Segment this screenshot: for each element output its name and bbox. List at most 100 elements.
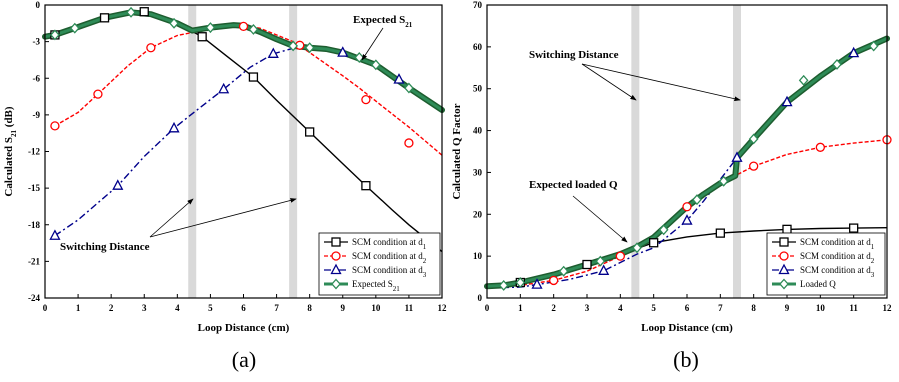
x-axis-title: Loop Distance (cm) (641, 322, 733, 334)
expected-label-main: Expected S (353, 14, 405, 26)
series-1-point (50, 121, 60, 131)
legend-label-text: SCM condition at d (352, 251, 423, 261)
y-tick-label: -21 (28, 256, 40, 266)
legend-marker-3 (331, 278, 341, 290)
y-tick-label: 0 (36, 0, 41, 10)
series-0-point (649, 238, 659, 248)
switching-distance-label: Switching Distance (529, 49, 619, 61)
x-tick-label: 7 (274, 303, 279, 313)
x-tick-label: 9 (341, 303, 346, 313)
expected-label: Expected S21 (353, 14, 413, 29)
series-1-point (615, 251, 625, 261)
legend-label-text: SCM condition at d (800, 237, 871, 247)
series-0-point (248, 72, 259, 82)
x-tick-label: 8 (307, 303, 312, 313)
legend-label-subscript: 3 (423, 271, 427, 279)
series-3-point (658, 224, 669, 236)
series-2-point (393, 73, 405, 84)
x-tick-label: 2 (551, 303, 556, 313)
series-3-point (595, 255, 606, 267)
legend-label-0: SCM condition at d1 (352, 237, 427, 251)
series-0-point (715, 228, 725, 238)
legend-label-subscript: 2 (423, 257, 427, 265)
series-3-point (498, 279, 509, 291)
legend-marker-0 (779, 237, 789, 247)
y-tick-label: -9 (33, 110, 41, 120)
legend-marker-2 (330, 263, 342, 275)
legend-label-subscript: 2 (871, 257, 875, 265)
series-2-point (49, 229, 61, 240)
y-tick-label: -18 (28, 220, 40, 230)
series-3-point (798, 74, 809, 86)
chart-panel-a: 0 1 2 3 4 5 6 7 8 9 10 11 12-24-21-18-15-12-9-6-30Lo… (3, 0, 447, 372)
series-0-point (582, 259, 592, 270)
x-tick-label: 12 (883, 303, 893, 313)
series-3-point (205, 22, 216, 34)
series-2-point (848, 46, 860, 58)
y-tick-label: 70 (473, 0, 483, 10)
x-axis-title: Loop Distance (cm) (198, 322, 290, 334)
x-tick-label: 10 (371, 303, 381, 313)
legend-marker-2 (778, 263, 790, 275)
x-tick-label: 5 (208, 303, 213, 313)
x-tick-label: 0 (43, 303, 48, 313)
legend-label-subscript: 1 (871, 243, 875, 251)
panel-label: (a) (232, 347, 256, 372)
legend-label-3: Loaded Q (800, 279, 836, 289)
legend-label-text: SCM condition at d (352, 265, 423, 275)
series-2-point (598, 264, 610, 275)
series-3-point (169, 17, 179, 29)
x-tick-label: 10 (816, 303, 826, 313)
x-tick-label: 7 (718, 303, 723, 313)
switching-band (289, 5, 298, 298)
series-0-point (782, 224, 792, 235)
x-tick-label: 6 (241, 303, 246, 313)
y-tick-label: -3 (33, 37, 41, 47)
y-tick-label: 0 (478, 293, 483, 303)
y-tick-label: 60 (473, 42, 483, 52)
y-tick-label: -15 (28, 183, 40, 193)
switching-distance-label: Switching Distance (60, 241, 150, 253)
series-2-point (731, 151, 743, 162)
series-3-point (126, 6, 136, 18)
legend-label-subscript: 3 (871, 271, 875, 279)
y-tick-label: -12 (28, 147, 40, 157)
switching-arrow (581, 63, 637, 101)
x-tick-label: 11 (849, 303, 858, 313)
series-2-point (218, 82, 230, 94)
series-1-point (549, 275, 559, 286)
series-3-point (404, 82, 414, 94)
legend-label-0: SCM condition at d1 (800, 237, 875, 251)
x-tick-label: 12 (438, 303, 448, 313)
y-tick-label: -6 (33, 73, 41, 83)
x-tick-label: 0 (485, 303, 490, 313)
series-3-point (50, 29, 60, 41)
x-tick-label: 4 (175, 303, 180, 313)
y-axis-title-main: Calculated S (3, 137, 15, 197)
series-2-point (112, 179, 124, 190)
series-0-point (99, 13, 110, 23)
y-axis-title: Calculated S21 (dB) (3, 106, 18, 196)
y-axis-title: Calculated Q Factor (451, 103, 463, 199)
panel-label: (b) (673, 347, 699, 372)
series-3-point (692, 194, 702, 206)
series-3-point (69, 22, 80, 34)
legend-marker-1 (779, 251, 789, 261)
series-1-point (749, 161, 759, 171)
series-0-point (139, 7, 149, 17)
y-tick-label: 40 (473, 126, 483, 136)
series-2-point (781, 95, 793, 107)
legend-marker-3 (779, 278, 789, 290)
series-2-point (337, 46, 349, 57)
series-1-point (815, 142, 825, 152)
switching-arrow (149, 198, 194, 238)
legend-label-subscript: 21 (393, 285, 401, 293)
x-tick-label: 9 (785, 303, 790, 313)
x-tick-label: 3 (142, 303, 147, 313)
series-3-point (304, 42, 315, 54)
y-tick-label: 50 (473, 84, 483, 94)
series-0-point (849, 223, 859, 233)
y-tick-label: 10 (473, 251, 483, 261)
series-3-point (718, 175, 729, 187)
